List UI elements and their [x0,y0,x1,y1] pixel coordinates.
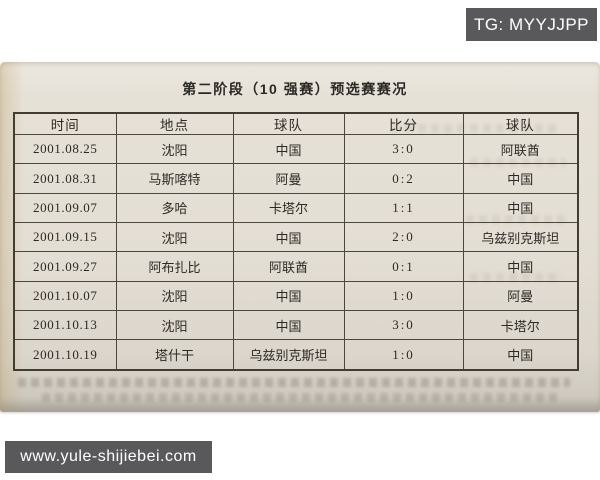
home-team-cell: 中国 [232,310,345,341]
table-row: 2001.08.25 沈阳 中国 3:0 阿联酋 [13,133,579,165]
header-cell-venue: 地点 [115,112,234,135]
watermark-website-text: www.yule-shijiebei.com [20,448,197,465]
table-row: 2001.09.07 多哈 卡塔尔 1:1 中国 [13,192,579,224]
date-cell: 2001.09.27 [13,251,117,282]
watermark-telegram-badge: TG: MYYJJPP [466,8,597,41]
header-cell-team-right: 球队 [462,112,579,135]
home-team-cell: 卡塔尔 [232,192,345,224]
photo-edge-blur [0,400,600,412]
score-cell: 2:0 [343,222,464,253]
date-cell: 2001.08.25 [13,133,117,165]
venue-cell: 塔什干 [115,339,234,371]
table-row: 2001.09.27 阿布扎比 阿联酋 0:1 中国 [13,251,579,282]
header-cell-team-left: 球队 [232,112,345,135]
header-row: 时间 地点 球队 比分 球队 [13,112,579,135]
away-team-cell: 中国 [462,192,579,224]
watermark-telegram-text: TG: MYYJJPP [473,14,590,34]
venue-cell: 多哈 [115,192,234,224]
bleedthrough-text-line [42,393,562,402]
score-cell: 1:1 [343,192,464,224]
bleedthrough-text-line [18,378,570,387]
date-cell: 2001.08.31 [13,163,117,194]
match-results-table: 时间 地点 球队 比分 球队 2001.08.25 沈阳 中国 3:0 阿联酋 … [13,112,579,371]
home-team-cell: 中国 [232,133,345,165]
venue-cell: 沈阳 [115,310,234,341]
score-cell: 0:1 [343,251,464,282]
table-title: 第二阶段（10 强赛）预选赛赛况 [182,81,408,97]
home-team-cell: 阿曼 [232,163,345,194]
date-cell: 2001.09.15 [13,222,117,253]
venue-cell: 马斯喀特 [115,163,234,194]
table-row: 2001.10.19 塔什干 乌兹别克斯坦 1:0 中国 [13,339,579,371]
date-cell: 2001.10.07 [13,280,117,312]
score-cell: 3:0 [343,133,464,165]
away-team-cell: 中国 [462,251,579,282]
away-team-cell: 中国 [462,163,579,194]
book-page-photo: 第二阶段（10 强赛）预选赛赛况 时间 地点 球队 比分 球队 2001.08.… [0,62,600,412]
venue-cell: 阿布扎比 [115,251,234,282]
venue-cell: 沈阳 [115,280,234,312]
home-team-cell: 中国 [232,280,345,312]
header-cell-time: 时间 [13,112,117,135]
score-cell: 3:0 [343,310,464,341]
table-row: 2001.08.31 马斯喀特 阿曼 0:2 中国 [13,163,579,194]
home-team-cell: 乌兹别克斯坦 [232,339,345,371]
watermark-website-badge: www.yule-shijiebei.com [5,441,212,473]
home-team-cell: 中国 [232,222,345,253]
header-cell-score: 比分 [343,112,464,135]
away-team-cell: 乌兹别克斯坦 [462,222,579,253]
away-team-cell: 阿曼 [462,280,579,312]
date-cell: 2001.10.19 [13,339,117,371]
home-team-cell: 阿联酋 [232,251,345,282]
table-row: 2001.10.13 沈阳 中国 3:0 卡塔尔 [13,310,579,341]
table-row: 2001.10.07 沈阳 中国 1:0 阿曼 [13,280,579,312]
venue-cell: 沈阳 [115,133,234,165]
venue-cell: 沈阳 [115,222,234,253]
date-cell: 2001.10.13 [13,310,117,341]
score-cell: 0:2 [343,163,464,194]
away-team-cell: 阿联酋 [462,133,579,165]
away-team-cell: 中国 [462,339,579,371]
score-cell: 1:0 [343,280,464,312]
table-row: 2001.09.15 沈阳 中国 2:0 乌兹别克斯坦 [13,222,579,253]
date-cell: 2001.09.07 [13,192,117,224]
score-cell: 1:0 [343,339,464,371]
away-team-cell: 卡塔尔 [462,310,579,341]
